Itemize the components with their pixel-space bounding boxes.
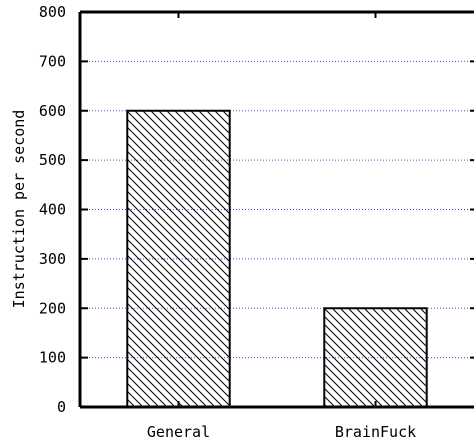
y-tick-label-200: 200 [39,299,66,317]
y-tick-label-600: 600 [39,102,66,120]
y-tick-label-800: 800 [39,3,66,21]
bars [126,109,428,408]
y-tick-label-300: 300 [39,250,66,268]
y-tick-labels: 0 100 200 300 400 500 600 700 800 [39,3,66,416]
y-tick-label-400: 400 [39,201,66,219]
axes [78,10,474,409]
y-tick-label-0: 0 [57,398,66,416]
y-tick-label-500: 500 [39,151,66,169]
x-tick-label-general: General [147,423,210,441]
x-tick-labels: General BrainFuck [147,423,416,441]
bar-brainfuck [323,307,428,408]
y-tick-label-100: 100 [39,349,66,367]
y-tick-label-700: 700 [39,52,66,70]
x-tick-label-brainfuck: BrainFuck [335,423,416,441]
y-axis-title: Instruction per second [10,110,28,309]
bar-general [126,109,231,408]
